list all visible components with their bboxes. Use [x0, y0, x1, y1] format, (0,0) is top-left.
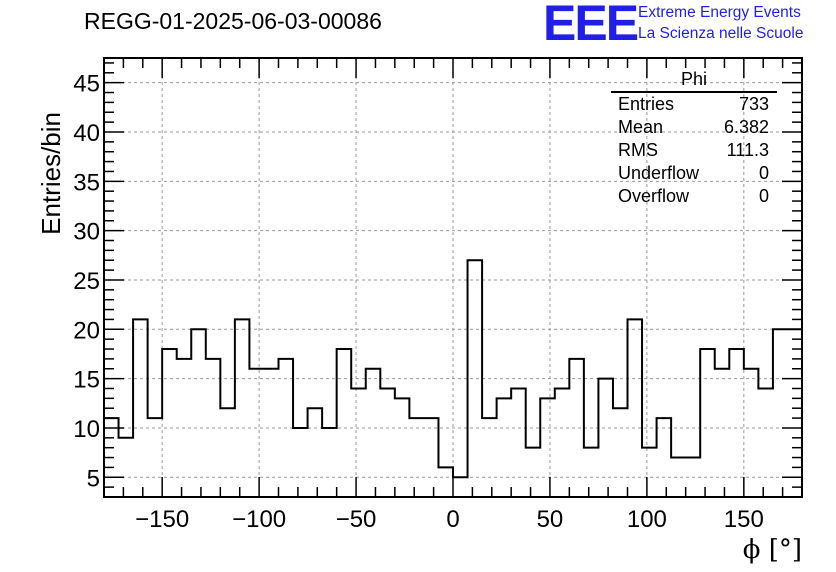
- x-tick-label: −50: [336, 506, 377, 533]
- stats-label: Underflow: [618, 163, 700, 183]
- x-tick-label: −150: [135, 506, 189, 533]
- stats-label: Mean: [618, 117, 664, 137]
- histogram-bin: [380, 388, 395, 497]
- x-tick-label: 0: [446, 506, 459, 533]
- histogram-bin: [424, 418, 439, 497]
- y-tick-label: 5: [87, 465, 100, 492]
- histogram-bin: [308, 408, 323, 497]
- histogram-bin: [628, 319, 643, 497]
- histogram-bin: [409, 418, 424, 497]
- histogram-bin: [220, 408, 235, 497]
- histogram-bin: [686, 458, 701, 497]
- histogram-bin: [555, 388, 570, 497]
- histogram-bin: [438, 467, 453, 497]
- histogram-bin: [468, 260, 483, 497]
- histogram-bin: [148, 418, 163, 497]
- histogram-bin: [511, 388, 526, 497]
- stats-label: Overflow: [618, 186, 690, 206]
- histogram-bin: [715, 369, 730, 497]
- stats-label: Entries: [618, 94, 675, 114]
- histogram-bin: [133, 319, 148, 497]
- y-tick-label: 30: [73, 219, 100, 246]
- stats-value: 733: [738, 94, 769, 114]
- histogram-bin: [279, 359, 294, 497]
- histogram-bin: [744, 369, 759, 497]
- histogram-bin: [119, 438, 134, 497]
- y-tick-label: 35: [73, 169, 100, 196]
- y-tick-labels: 5 10 15 20 25 30 35 40 45: [73, 71, 100, 493]
- axis-ticks: [103, 58, 803, 497]
- histogram-bin: [235, 319, 250, 497]
- histogram-bin: [569, 359, 584, 497]
- stats-label: RMS: [618, 140, 658, 160]
- stats-value: 0: [758, 163, 769, 183]
- x-tick-labels: −150 −100 −50 0 50 100 150: [135, 506, 764, 533]
- stats-title: Phi: [611, 70, 777, 93]
- histogram-bin: [264, 369, 279, 497]
- histogram-bin: [322, 428, 337, 497]
- logo-line-1: Extreme Energy Events: [638, 4, 801, 21]
- histogram-bin: [540, 398, 555, 497]
- histogram-bin: [453, 477, 468, 497]
- histogram-bin: [482, 418, 497, 497]
- histogram-bin: [337, 349, 352, 497]
- grid-lines: [104, 58, 802, 497]
- histogram-bin: [700, 349, 715, 497]
- histogram-bin: [162, 349, 177, 497]
- histogram-bin: [584, 448, 599, 497]
- y-tick-label: 20: [73, 317, 100, 344]
- histogram-bin: [671, 458, 686, 497]
- x-axis-label: ϕ [°]: [742, 535, 802, 565]
- histogram-bin: [497, 398, 512, 497]
- x-tick-label: −100: [232, 506, 286, 533]
- histogram-bin: [249, 369, 264, 497]
- histogram-bin: [773, 329, 788, 497]
- stats-row: RMS 111.3: [611, 139, 777, 162]
- histogram-bin: [787, 329, 802, 497]
- x-tick-label: 100: [627, 506, 667, 533]
- histogram-bin: [191, 329, 206, 497]
- stats-value: 6.382: [723, 117, 769, 137]
- stats-row: Underflow 0: [611, 162, 777, 185]
- y-tick-label: 40: [73, 120, 100, 147]
- histogram-bin: [351, 388, 366, 497]
- y-tick-label: 45: [73, 71, 100, 98]
- stats-value: 111.3: [726, 140, 769, 160]
- histogram-bin: [613, 408, 628, 497]
- histogram-bin: [293, 428, 308, 497]
- y-tick-label: 15: [73, 367, 100, 394]
- histogram-bin: [642, 448, 657, 497]
- histogram-bin: [206, 359, 221, 497]
- histogram-bin: [395, 398, 410, 497]
- chart-title: REGG-01-2025-06-03-00086: [84, 8, 382, 34]
- histogram-bin: [598, 379, 613, 497]
- histogram-bin: [729, 349, 744, 497]
- histogram-bin: [526, 448, 541, 497]
- stats-box: Phi Entries 733 Mean 6.382 RMS 111.3 Und…: [611, 70, 777, 208]
- logo-line-2: La Scienza nelle Scuole: [638, 25, 804, 42]
- x-tick-label: 50: [537, 506, 564, 533]
- stats-row: Mean 6.382: [611, 116, 777, 139]
- y-axis-label: Entries/bin: [36, 112, 66, 235]
- x-tick-label: 150: [724, 506, 764, 533]
- y-tick-label: 25: [73, 268, 100, 295]
- stats-row: Entries 733: [611, 93, 777, 116]
- histogram-bin: [366, 369, 381, 497]
- histogram-bin: [657, 418, 672, 497]
- stats-value: 0: [758, 186, 769, 206]
- eee-logo: EEE: [543, 0, 639, 51]
- histogram-bin: [758, 388, 773, 497]
- histogram-bin: [177, 359, 192, 497]
- y-tick-label: 10: [73, 416, 100, 443]
- stats-row: Overflow 0: [611, 185, 777, 208]
